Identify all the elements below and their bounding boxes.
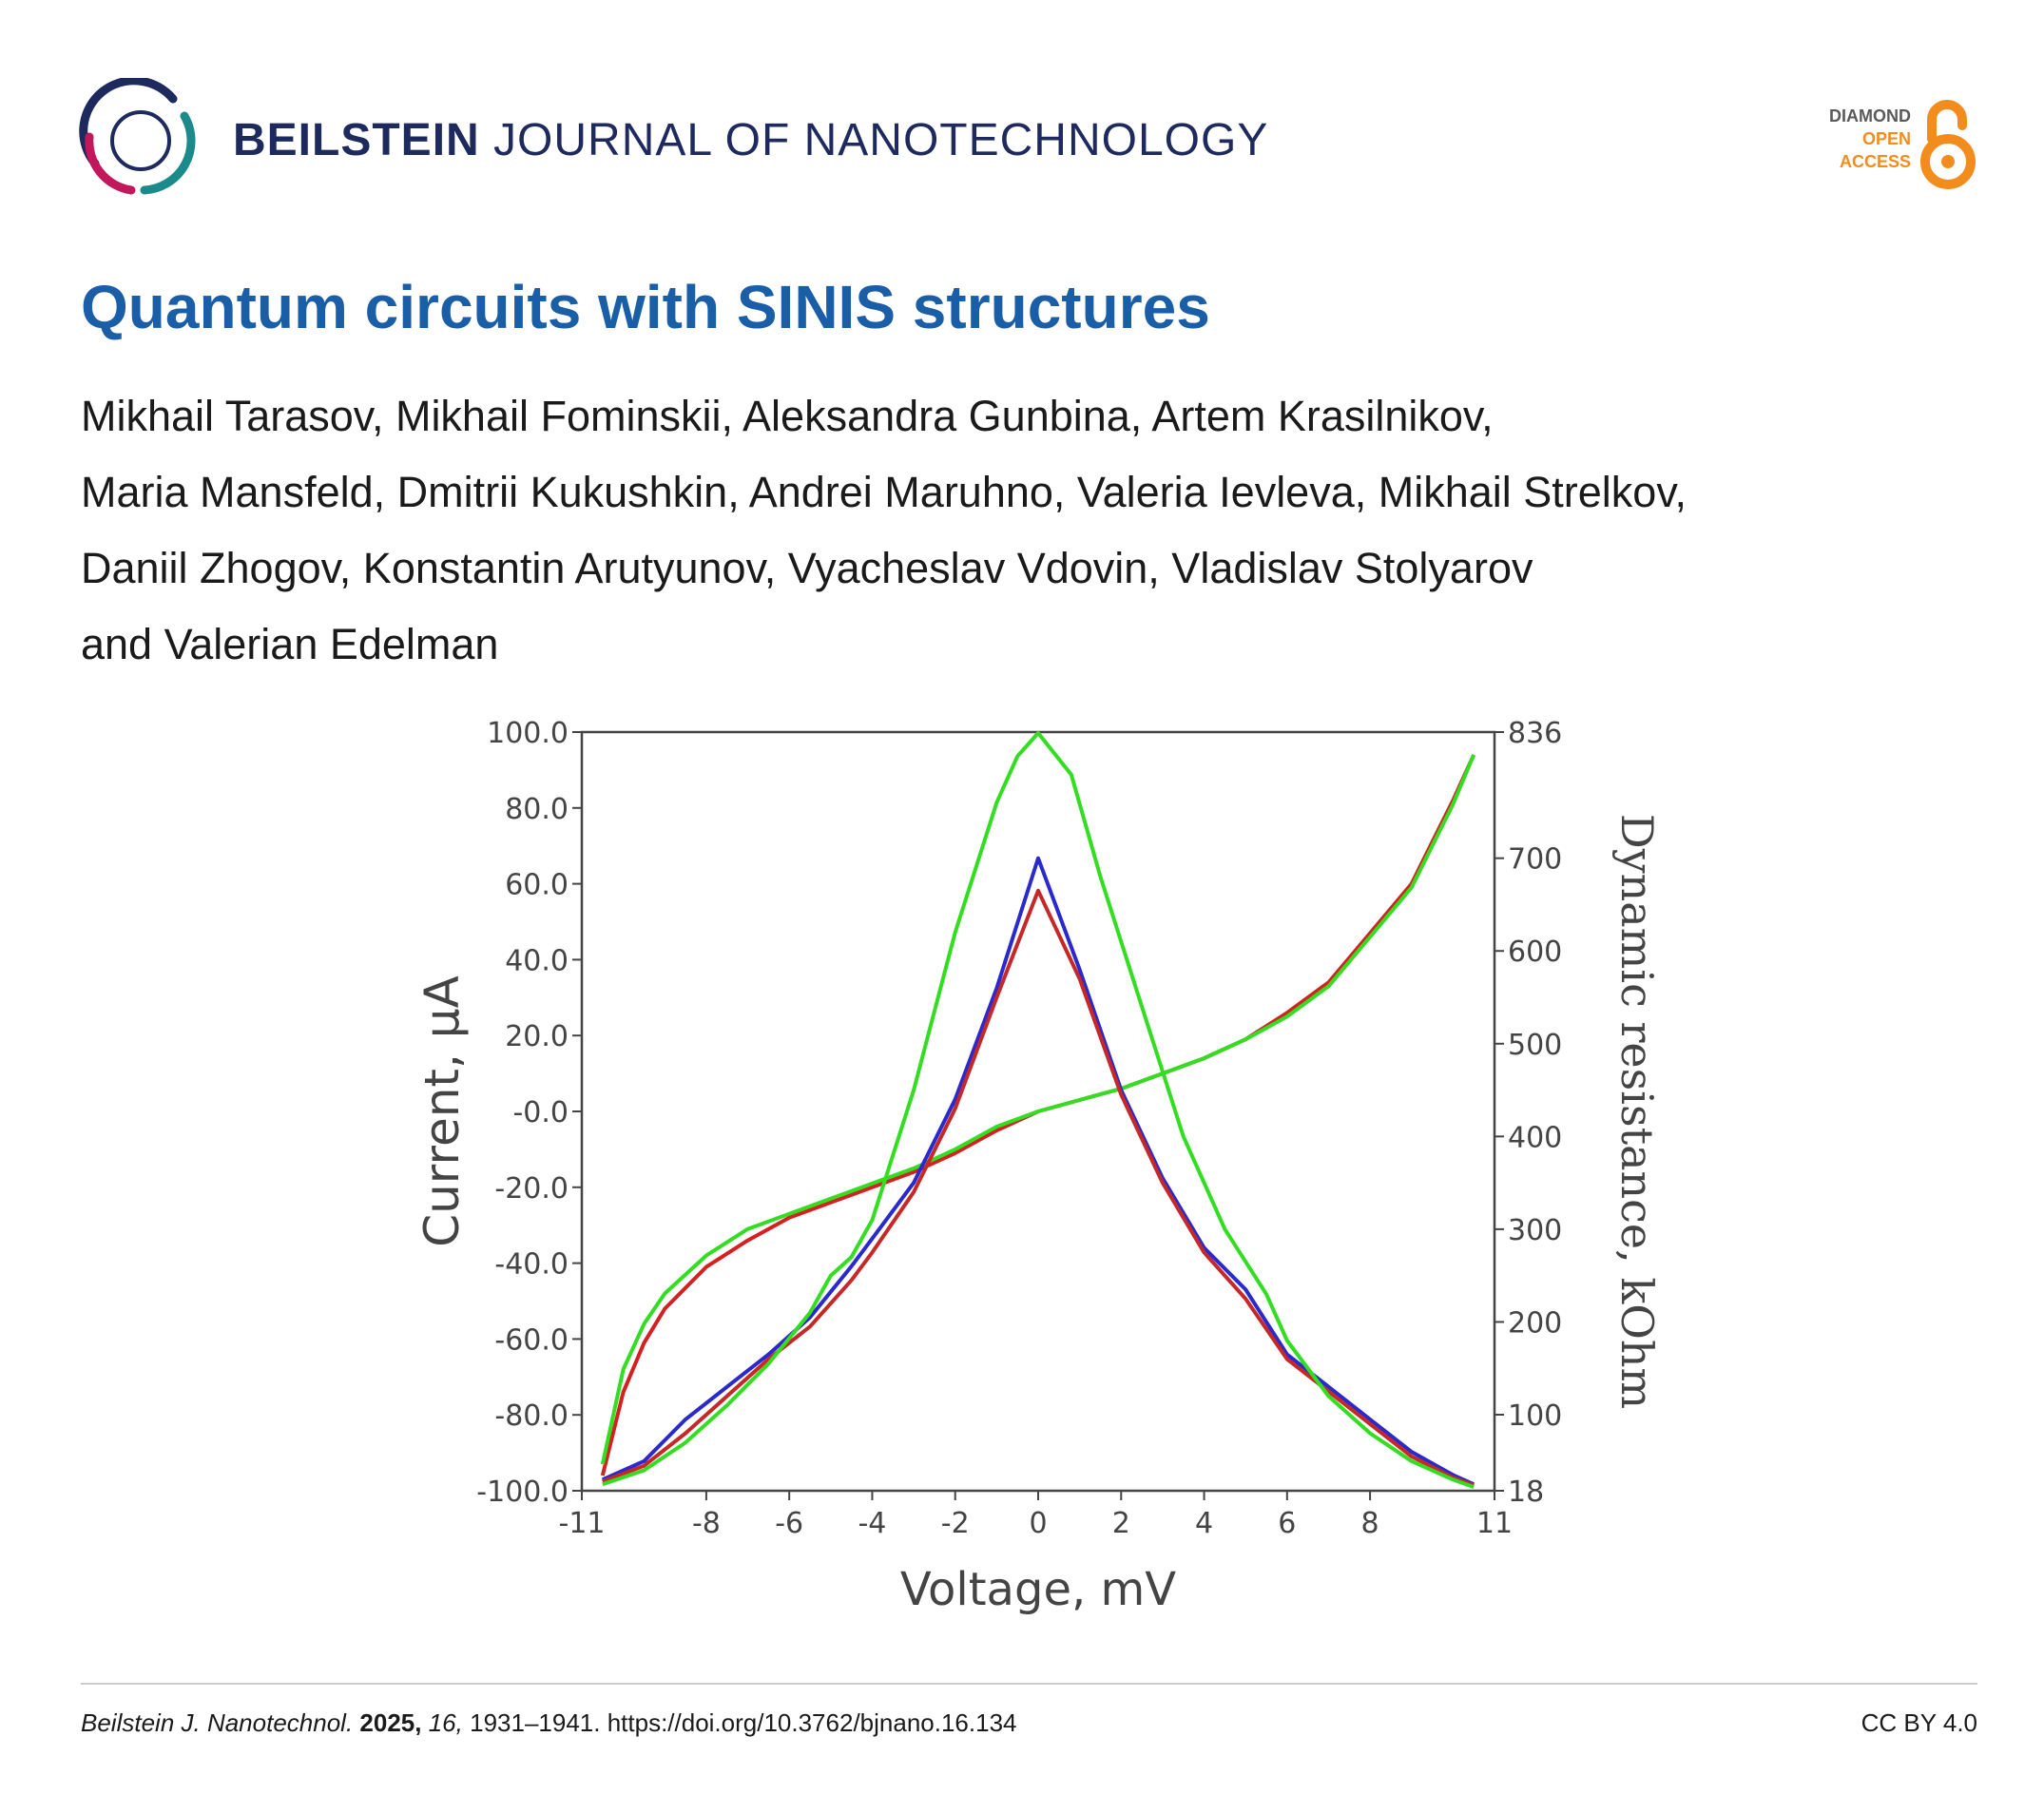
series-line-5 — [602, 731, 1475, 1489]
iv-dynamic-resistance-chart: 100.0 80.0 60.0 40.0 20.0 -0.0 -20.0 -40.0 -60.0… — [415, 717, 1663, 1616]
y-tick-label: -0.0 — [512, 1096, 569, 1129]
y-tick-label: 40.0 — [505, 944, 569, 977]
y-tick-label: -80.0 — [494, 1399, 569, 1433]
y2-tick-label: 836 — [1508, 717, 1562, 750]
citation-volume: 16, — [428, 1708, 463, 1737]
x-tick-label: 6 — [1278, 1507, 1296, 1540]
license-label[interactable]: CC BY 4.0 — [1861, 1708, 1977, 1737]
author-line: Daniil Zhogov, Konstantin Arutyunov, Vya… — [81, 544, 1533, 592]
y2-tick-label: 500 — [1508, 1029, 1562, 1062]
journal-name[interactable]: BEILSTEIN JOURNAL OF NANOTECHNOLOGY — [233, 114, 1268, 167]
x-tick-label: 0 — [1029, 1507, 1047, 1540]
footer-divider — [81, 1683, 1977, 1685]
author-line: Maria Mansfeld, Dmitrii Kukushkin, Andre… — [81, 468, 1687, 516]
y2-axis-label: Dynamic resistance, kOhm — [1611, 814, 1663, 1409]
y-tick-label: 100.0 — [487, 717, 569, 750]
author-line: Mikhail Tarasov, Mikhail Fominskii, Alek… — [81, 392, 1494, 440]
badge-line-access: ACCESS — [1839, 152, 1911, 171]
citation-doi-link[interactable]: 1931–1941. https://doi.org/10.3762/bjnan… — [470, 1708, 1017, 1737]
x-tick-label: 2 — [1112, 1507, 1130, 1540]
y2-tick-label: 700 — [1508, 843, 1562, 877]
y2-tick-label: 100 — [1508, 1399, 1562, 1433]
y-tick-label: -40.0 — [494, 1248, 569, 1282]
author-list: Mikhail Tarasov, Mikhail Fominskii, Alek… — [81, 378, 1687, 683]
x-tick-label: -6 — [775, 1507, 803, 1540]
y-tick-label: 20.0 — [505, 1020, 569, 1053]
series-group — [600, 731, 1476, 1489]
series-line-4 — [602, 888, 1475, 1487]
x-tick-label: 11 — [1476, 1507, 1513, 1540]
x-tick-label: -4 — [858, 1507, 886, 1540]
y-tick-label: 60.0 — [505, 869, 569, 902]
author-line: and Valerian Edelman — [81, 620, 499, 668]
left-axis-ticks: 100.0 80.0 60.0 40.0 20.0 -0.0 -20.0 -40.0 -60.0… — [476, 717, 582, 1509]
journal-name-light: JOURNAL OF NANOTECHNOLOGY — [493, 115, 1269, 165]
journal-name-strong: BEILSTEIN — [233, 115, 480, 165]
y-tick-label: -60.0 — [494, 1323, 569, 1357]
article-title: Quantum circuits with SINIS structures — [81, 273, 1210, 341]
open-lock-icon — [1920, 100, 1976, 189]
y-tick-label: -100.0 — [476, 1476, 569, 1509]
x-tick-label: 8 — [1361, 1507, 1379, 1540]
y-tick-label: -20.0 — [494, 1172, 569, 1206]
y-axis-label: Current, µA — [415, 975, 470, 1247]
y-tick-label: 80.0 — [505, 793, 569, 826]
series-line-2 — [600, 754, 1476, 1465]
diamond-open-access-badge: DIAMOND OPEN ACCESS — [1787, 95, 1977, 190]
x-tick-label: -11 — [559, 1507, 606, 1540]
y2-tick-label: 200 — [1508, 1306, 1562, 1340]
x-tick-label: -8 — [692, 1507, 721, 1540]
citation-journal: Beilstein J. Nanotechnol. — [81, 1708, 354, 1737]
y2-tick-label: 300 — [1508, 1214, 1562, 1247]
series-line-3 — [601, 856, 1475, 1487]
x-axis-label: Voltage, mV — [900, 1563, 1176, 1616]
badge-line-diamond: DIAMOND — [1829, 106, 1911, 125]
y2-tick-label: 18 — [1508, 1476, 1544, 1509]
x-axis-ticks: -11 -8 -6 -4 -2 0 2 4 6 8 11 — [559, 1491, 1513, 1540]
x-tick-label: -2 — [941, 1507, 970, 1540]
x-tick-label: 4 — [1195, 1507, 1213, 1540]
y2-tick-label: 400 — [1508, 1121, 1562, 1154]
right-axis-ticks: 836 700 600 500 400 300 200 100 18 — [1494, 717, 1562, 1509]
badge-line-open: OPEN — [1861, 129, 1911, 148]
journal-logo — [79, 78, 196, 195]
citation-year: 2025, — [359, 1708, 422, 1737]
citation: Beilstein J. Nanotechnol. 2025, 16, 1931… — [81, 1707, 1017, 1739]
y2-tick-label: 600 — [1508, 936, 1562, 969]
